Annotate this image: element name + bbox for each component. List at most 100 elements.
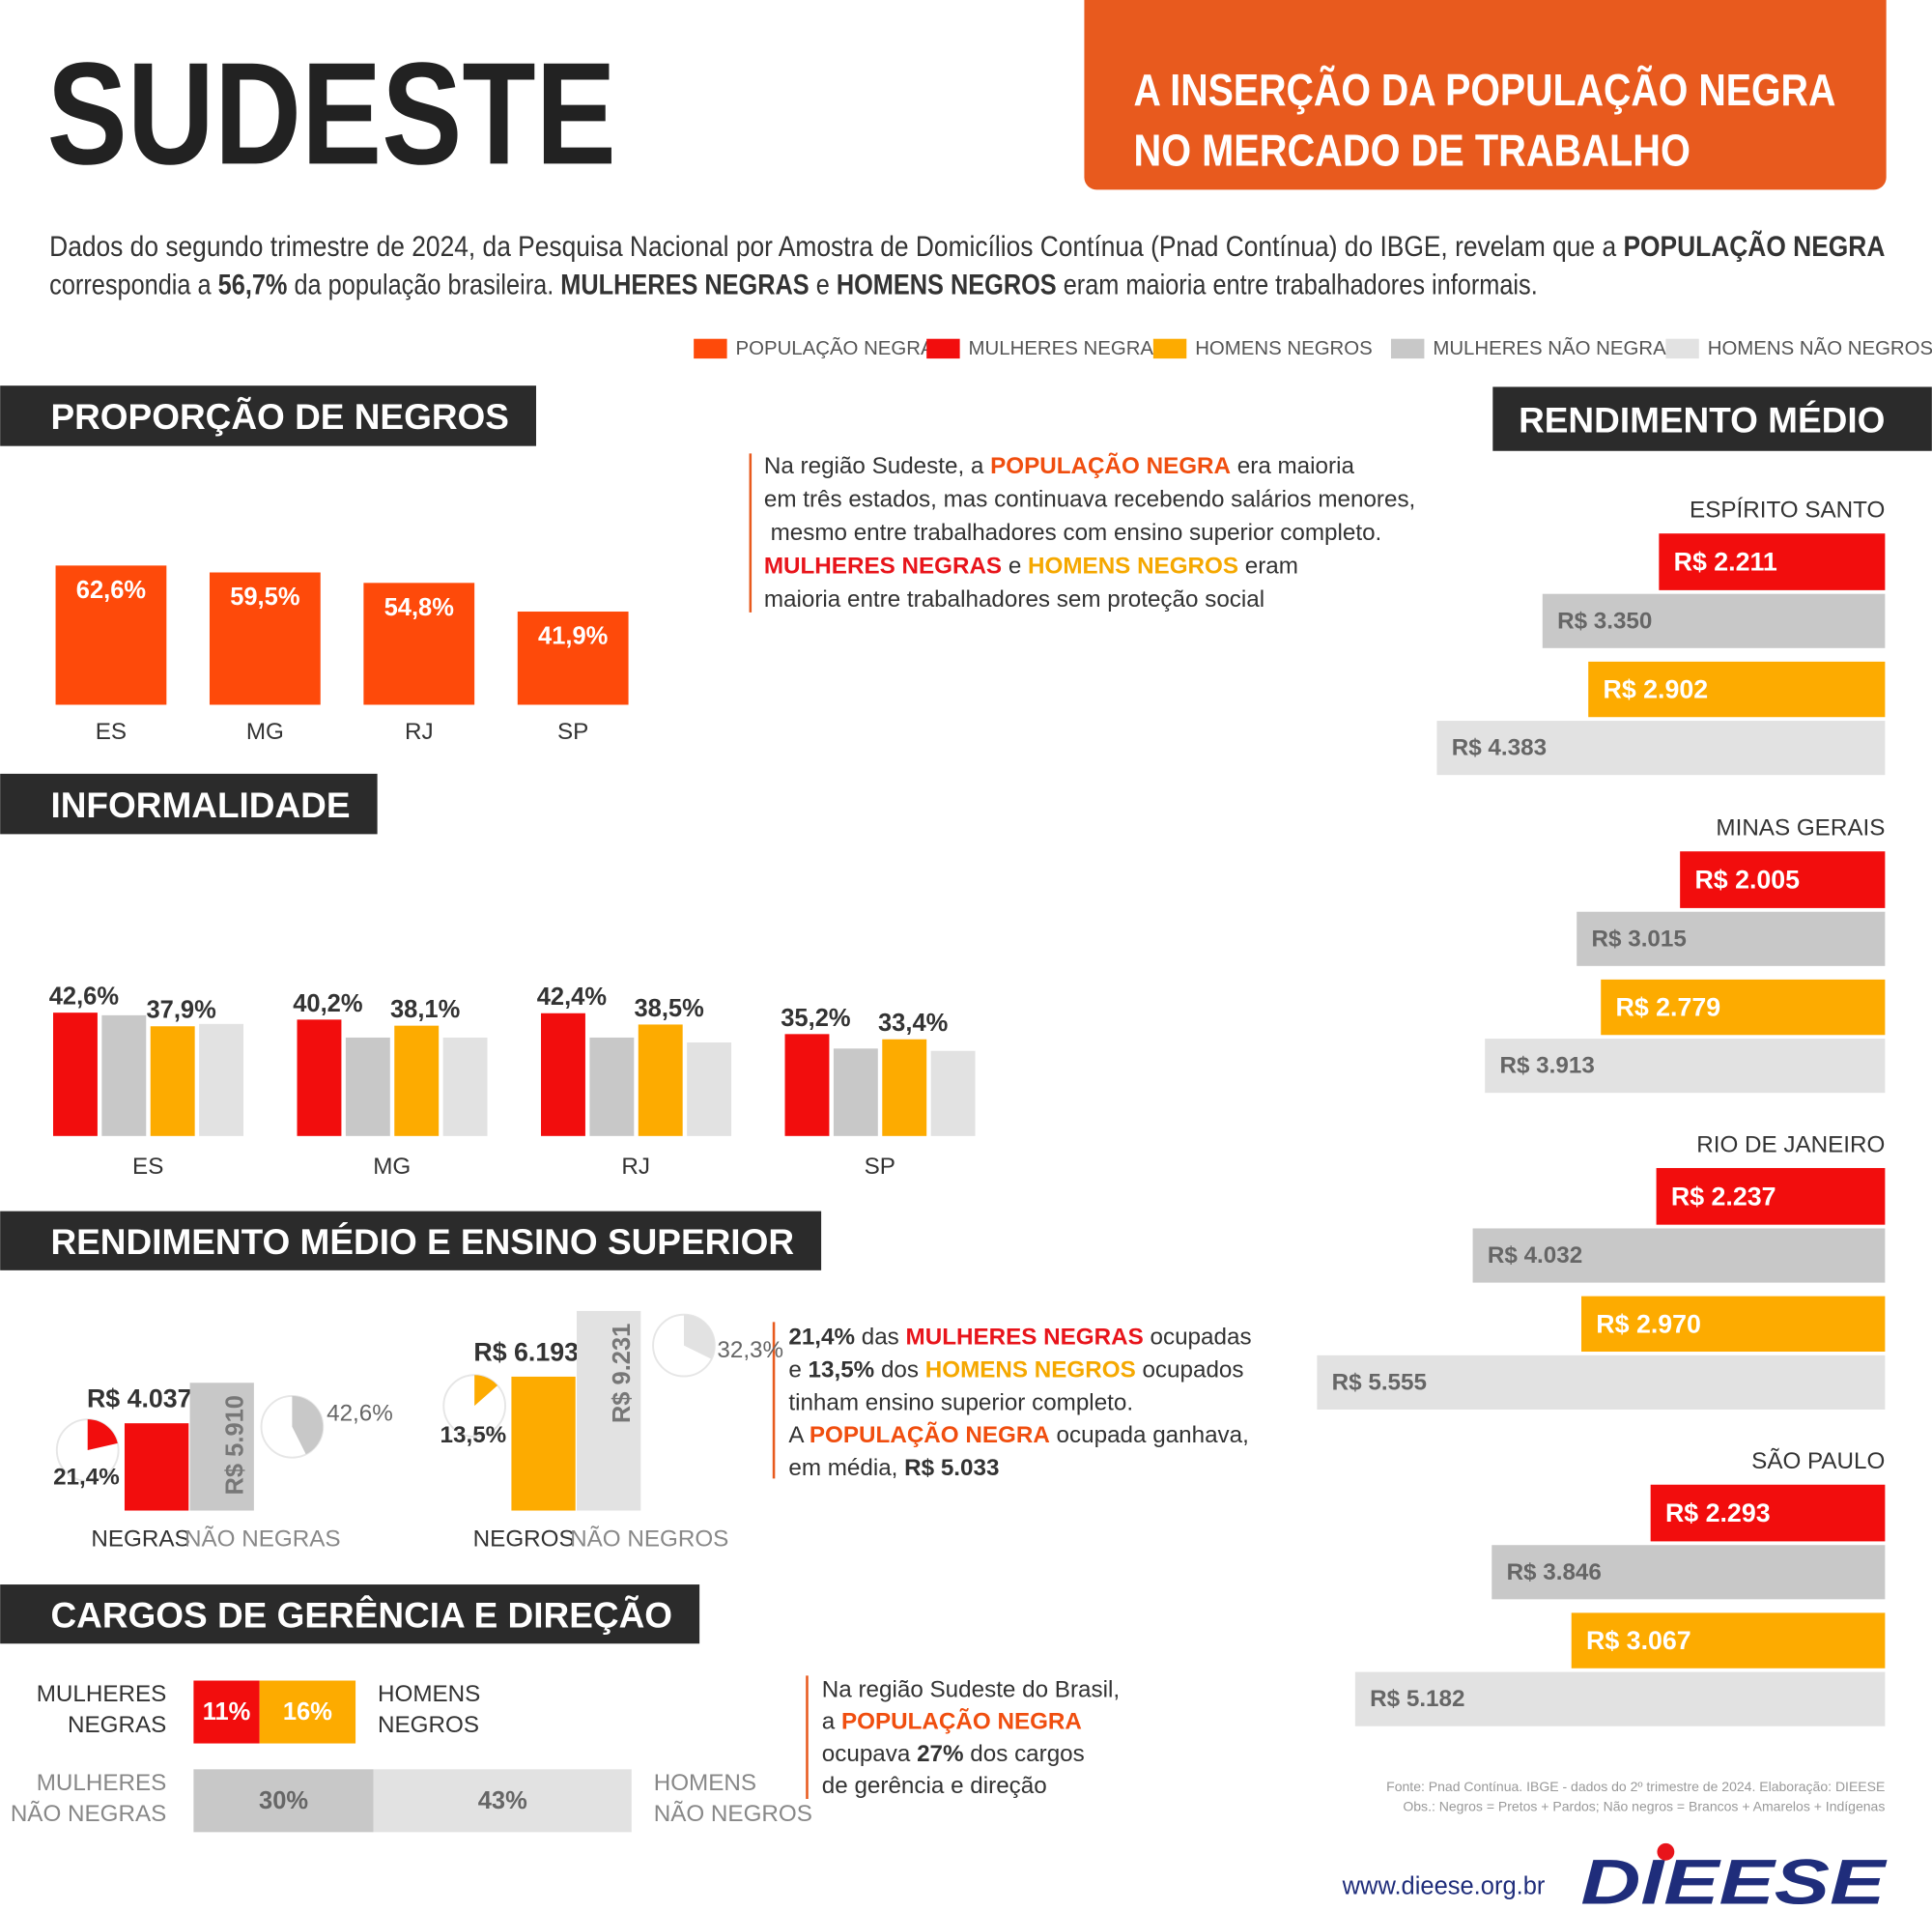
value-label: R$ 2.237 — [1671, 1182, 1776, 1211]
text-segment: a — [822, 1708, 841, 1734]
row-label: MULHERES — [37, 1681, 167, 1707]
pie-label: 21,4% — [53, 1465, 120, 1491]
text-segment: dos — [874, 1356, 925, 1383]
x-tick-label: SP — [557, 719, 588, 745]
value-label: R$ 2.293 — [1665, 1498, 1771, 1527]
value-label: 42,4% — [537, 984, 607, 1011]
bar — [189, 1383, 254, 1511]
text-segment: das — [855, 1324, 906, 1350]
text-segment: maioria entre trabalhadores sem proteção… — [764, 585, 1264, 612]
bar — [199, 1023, 244, 1136]
text-line: mesmo entre trabalhadores com ensino sup… — [764, 519, 1381, 545]
value-label: R$ 6.193 — [473, 1337, 579, 1366]
x-tick-label: NEGROS — [473, 1526, 575, 1552]
bar — [541, 1013, 585, 1136]
text-line: em três estados, mas continuava recebend… — [764, 486, 1415, 512]
pie-label: 32,3% — [717, 1337, 783, 1363]
legend-label: POPULAÇÃO NEGRA — [736, 336, 934, 359]
text-segment: Na região Sudeste do Brasil, — [822, 1676, 1120, 1702]
legend-swatch — [1152, 338, 1187, 359]
value-label: 40,2% — [293, 990, 362, 1017]
legend-swatch — [694, 338, 727, 359]
text-segment: mesmo entre trabalhadores com ensino sup… — [764, 519, 1381, 545]
text-segment: MULHERES NEGRAS — [560, 269, 809, 300]
bar — [1317, 1355, 1886, 1410]
text-segment: e — [788, 1356, 808, 1383]
text-line: de gerência e direção — [822, 1772, 1047, 1798]
section-title: INFORMALIDADE — [50, 785, 350, 825]
bar-segment — [373, 1769, 632, 1833]
legend-swatch — [1665, 338, 1699, 359]
legend-label: HOMENS NEGROS — [1195, 338, 1373, 359]
bar — [833, 1048, 878, 1136]
value-label: 42,6% — [49, 984, 119, 1011]
bar — [297, 1019, 342, 1136]
value-label: R$ 2.005 — [1694, 866, 1800, 895]
text-line: MULHERES NEGRAS e HOMENS NEGROS eram — [764, 553, 1298, 579]
text-segment: Dados do segundo trimestre de 2024, da P… — [49, 231, 1623, 263]
banner-title: NO MERCADO DE TRABALHO — [1133, 126, 1690, 176]
row-label: HOMENS — [654, 1770, 756, 1796]
value-label: R$ 3.350 — [1557, 608, 1652, 634]
value-label: 11% — [203, 1698, 251, 1726]
text-segment: A — [788, 1422, 810, 1448]
value-label: 54,8% — [384, 594, 454, 621]
x-tick-label: NÃO NEGRAS — [185, 1526, 340, 1552]
section-title-bar — [0, 1211, 822, 1270]
bar — [589, 1037, 635, 1136]
text-line: ocupava 27% dos cargos — [822, 1740, 1085, 1766]
text-line: a POPULAÇÃO NEGRA — [822, 1707, 1082, 1734]
bar — [1492, 1545, 1886, 1600]
section-title-bar — [0, 385, 537, 446]
category-label: ESPÍRITO SANTO — [1690, 497, 1885, 523]
row-label: NÃO NEGROS — [654, 1801, 812, 1827]
value-label: R$ 3.846 — [1507, 1559, 1602, 1585]
section-title-bar — [0, 1584, 700, 1644]
bar — [1588, 661, 1886, 718]
x-tick-label: ES — [132, 1154, 163, 1180]
value-label: R$ 3.067 — [1586, 1626, 1691, 1655]
category-label: SÃO PAULO — [1751, 1448, 1885, 1474]
text-line: tinham ensino superior completo. — [788, 1389, 1133, 1415]
bar — [1680, 851, 1886, 908]
text-segment: 13,5% — [809, 1356, 875, 1383]
text-line: 21,4% das MULHERES NEGRAS ocupadas — [788, 1324, 1251, 1350]
value-label: 59,5% — [230, 584, 299, 611]
legend-label: HOMENS NÃO NEGROS — [1708, 336, 1932, 359]
row-label: NÃO NEGRAS — [11, 1801, 167, 1827]
text-line: Dados do segundo trimestre de 2024, da P… — [49, 230, 1885, 263]
page-title: SUDESTE — [47, 32, 616, 194]
bar — [687, 1042, 732, 1136]
text-segment: HOMENS NEGROS — [1028, 553, 1238, 579]
text-line: Na região Sudeste do Brasil, — [822, 1676, 1120, 1702]
value-label: R$ 2.970 — [1596, 1309, 1701, 1338]
value-label: R$ 4.037 — [87, 1384, 192, 1413]
bar — [1659, 533, 1886, 590]
category-label: MINAS GERAIS — [1716, 815, 1885, 841]
text-segment: eram maioria entre trabalhadores informa… — [1057, 269, 1538, 300]
x-tick-label: NÃO NEGROS — [570, 1526, 728, 1552]
value-label: R$ 5.910 — [222, 1395, 249, 1496]
section-title: CARGOS DE GERÊNCIA E DIREÇÃO — [50, 1594, 672, 1635]
bar — [577, 1310, 641, 1511]
bar — [52, 1013, 98, 1136]
bar — [1542, 593, 1886, 648]
legend-label: MULHERES NEGRAS — [969, 338, 1167, 359]
row-label: MULHERES — [37, 1770, 167, 1796]
value-label: R$ 3.913 — [1499, 1053, 1594, 1079]
bar — [363, 583, 475, 705]
pie-slice — [87, 1419, 118, 1451]
text-segment: Na região Sudeste, a — [764, 453, 990, 479]
banner — [1084, 0, 1887, 190]
bar — [1354, 1671, 1886, 1726]
x-tick-label: MG — [373, 1154, 411, 1180]
bar — [1656, 1167, 1886, 1225]
x-tick-label: NEGRAS — [91, 1526, 189, 1552]
bar — [55, 565, 167, 705]
text-line: A POPULAÇÃO NEGRA ocupada ganhava, — [788, 1421, 1249, 1448]
value-label: 35,2% — [781, 1005, 850, 1032]
text-segment: ocupada ganhava, — [1050, 1422, 1249, 1448]
pie-slice — [683, 1314, 715, 1359]
